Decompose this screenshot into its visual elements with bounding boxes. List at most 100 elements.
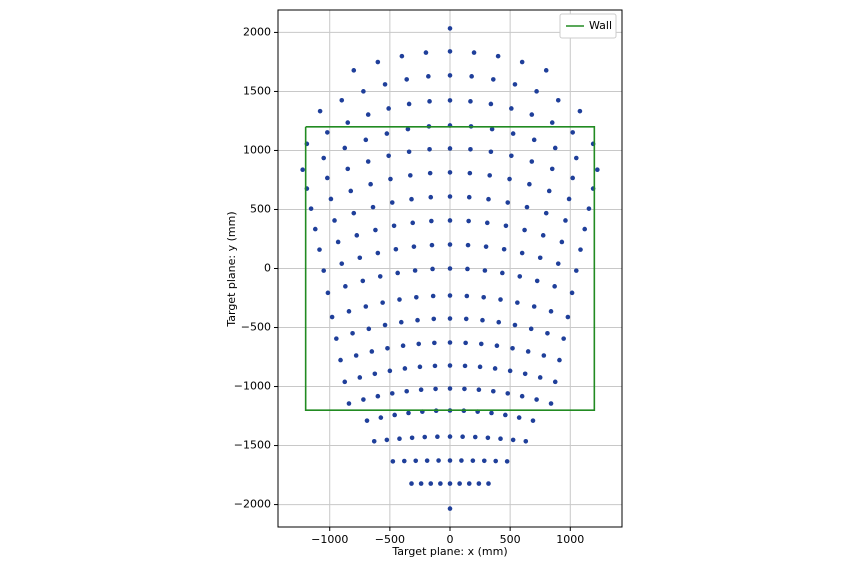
point [404, 388, 409, 394]
point [548, 309, 554, 314]
point [478, 341, 484, 347]
point [325, 175, 330, 181]
point [447, 98, 453, 103]
point [493, 458, 499, 464]
point [447, 49, 453, 54]
point [429, 218, 434, 224]
point [361, 89, 366, 94]
point [447, 194, 453, 199]
point [578, 247, 583, 252]
point [378, 415, 384, 420]
point [447, 218, 453, 223]
point [509, 153, 514, 159]
point [531, 137, 537, 143]
point [510, 437, 516, 443]
point [386, 106, 391, 111]
point [465, 266, 470, 272]
point [432, 363, 438, 369]
point [409, 196, 414, 202]
point [384, 437, 390, 443]
point [377, 274, 383, 279]
point [332, 218, 337, 223]
point [428, 194, 434, 200]
point [366, 326, 372, 332]
point [469, 74, 474, 79]
point [582, 226, 588, 232]
point [467, 170, 473, 176]
point [566, 196, 572, 202]
point [343, 284, 348, 289]
point [388, 176, 393, 182]
point [577, 108, 583, 114]
point [516, 415, 522, 420]
point [505, 391, 511, 396]
point [510, 131, 516, 136]
point [548, 401, 554, 406]
point [447, 170, 453, 175]
point [515, 300, 520, 305]
point [491, 388, 496, 394]
point [308, 206, 314, 211]
point [430, 266, 435, 272]
point [522, 371, 528, 377]
point [417, 364, 423, 370]
point [510, 345, 515, 351]
point [565, 314, 571, 320]
point [365, 112, 371, 117]
point [329, 314, 335, 320]
point [368, 181, 373, 187]
wall-line [304, 126, 596, 411]
point [372, 371, 378, 377]
point [447, 26, 453, 31]
point [447, 363, 453, 368]
point [427, 99, 432, 104]
point [480, 317, 485, 323]
point [519, 59, 525, 65]
point [357, 255, 363, 261]
point [447, 73, 453, 78]
point [519, 393, 525, 399]
point [430, 293, 436, 299]
point [484, 220, 490, 226]
point [312, 226, 318, 232]
point [468, 99, 473, 104]
point [433, 386, 438, 392]
point [523, 439, 529, 444]
point [537, 255, 543, 261]
point [321, 268, 327, 273]
y-tick-label: 500 [250, 202, 271, 215]
point [481, 295, 486, 300]
point [409, 481, 414, 486]
point [485, 435, 491, 441]
point [489, 410, 494, 416]
point [360, 278, 366, 284]
point [498, 436, 503, 442]
point [447, 506, 453, 511]
point [465, 242, 471, 248]
point [552, 284, 557, 289]
point [552, 145, 558, 151]
point [429, 242, 435, 248]
point [524, 204, 530, 210]
point [488, 149, 494, 155]
point [471, 50, 477, 55]
point [569, 290, 575, 296]
point [527, 181, 532, 187]
point [466, 218, 471, 224]
point [482, 268, 488, 273]
point [447, 266, 453, 271]
point [470, 458, 476, 463]
point [488, 101, 494, 107]
point [416, 341, 422, 347]
point [537, 375, 543, 380]
point [519, 250, 525, 256]
point [328, 196, 334, 202]
point [334, 336, 339, 341]
point [385, 345, 390, 351]
point [457, 481, 462, 486]
point [517, 274, 523, 279]
point [530, 418, 536, 423]
point [501, 246, 507, 252]
point [418, 481, 424, 486]
point [401, 458, 407, 464]
